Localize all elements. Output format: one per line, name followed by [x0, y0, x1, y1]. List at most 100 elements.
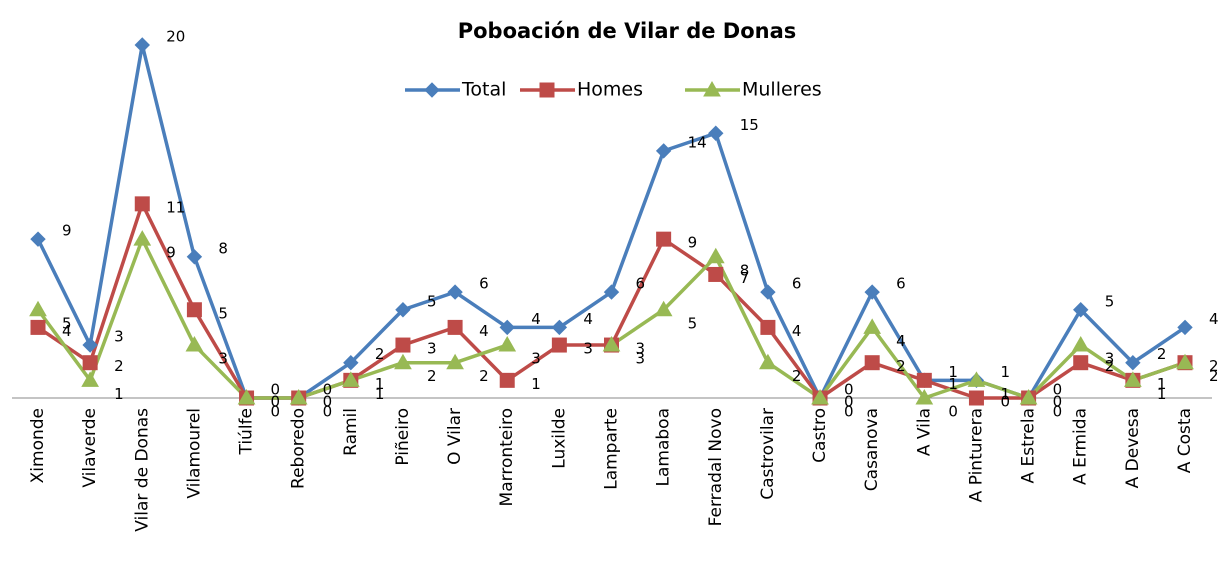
data-label: 4 — [531, 310, 541, 328]
data-label: 3 — [636, 340, 646, 358]
data-point — [289, 388, 308, 405]
data-label: 0 — [271, 381, 281, 399]
data-label: 2 — [479, 367, 489, 385]
data-point — [602, 336, 621, 352]
data-label: 9 — [166, 244, 176, 262]
data-point — [186, 249, 203, 265]
data-label: 1 — [1157, 375, 1167, 393]
x-tick-label: Luxilde — [549, 408, 569, 469]
data-point — [1073, 355, 1089, 371]
data-label: 3 — [531, 350, 541, 368]
data-point — [759, 353, 777, 370]
data-label: 1 — [375, 375, 385, 393]
data-point — [1019, 388, 1038, 405]
legend-label: Mulleres — [742, 79, 822, 101]
x-tick-label: Vilaverde — [80, 408, 100, 488]
data-label: 15 — [740, 116, 759, 134]
data-point — [760, 319, 776, 335]
x-tick-label: Casanova — [862, 408, 882, 491]
data-point — [30, 231, 46, 247]
legend-marker — [424, 82, 440, 98]
x-tick-label: Lamparte — [602, 408, 622, 490]
x-tick-label: Marronteiro — [497, 408, 517, 506]
x-tick-label: A Costa — [1175, 408, 1195, 473]
data-label: 2 — [1209, 357, 1219, 375]
data-label: 6 — [896, 275, 906, 293]
data-point — [967, 371, 986, 387]
data-point — [760, 284, 776, 300]
data-label: 2 — [792, 367, 802, 385]
data-point — [395, 302, 411, 318]
data-point — [29, 300, 47, 317]
x-tick-label: Ximonde — [28, 408, 48, 483]
data-label: 5 — [688, 314, 698, 332]
data-label: 0 — [1053, 381, 1063, 399]
data-point — [186, 302, 202, 318]
data-label: 6 — [636, 275, 646, 293]
data-point — [968, 390, 984, 406]
data-label: 4 — [62, 322, 72, 340]
data-label: 3 — [1105, 350, 1115, 368]
data-point — [1176, 353, 1194, 370]
data-label: 5 — [1105, 292, 1115, 310]
data-label: 1 — [1157, 385, 1167, 403]
x-tick-label: O Vilar — [445, 408, 465, 465]
data-point — [656, 231, 672, 247]
data-label: 0 — [323, 403, 333, 421]
data-point — [446, 353, 464, 370]
data-point — [708, 266, 724, 282]
x-tick-label: Piñeiro — [393, 408, 413, 466]
data-point — [551, 337, 567, 353]
x-tick-label: Ferradal Novo — [706, 408, 726, 526]
data-label: 7 — [740, 269, 750, 287]
data-label: 2 — [114, 357, 124, 375]
data-label: 2 — [427, 367, 437, 385]
data-point — [343, 354, 359, 371]
x-tick-label: Vilar de Donas — [132, 408, 152, 532]
data-label: 1 — [114, 385, 124, 403]
data-label: 6 — [792, 275, 802, 293]
x-tick-label: Castrovilar — [758, 408, 778, 500]
data-point — [134, 37, 150, 53]
data-label: 0 — [948, 403, 958, 421]
data-point — [82, 337, 98, 353]
data-label: 3 — [636, 350, 646, 368]
x-tick-label: A Vila — [914, 408, 934, 456]
legend-label: Homes — [577, 79, 643, 101]
data-label: 0 — [844, 381, 854, 399]
data-point — [1071, 336, 1090, 352]
data-point — [863, 318, 882, 334]
data-label: 2 — [896, 357, 906, 375]
legend-marker — [703, 80, 721, 97]
data-point — [395, 337, 411, 353]
data-label: 3 — [114, 328, 124, 346]
legend-label: Total — [461, 79, 506, 101]
data-point — [133, 230, 152, 246]
data-label: 0 — [1053, 403, 1063, 421]
legend-marker — [539, 82, 555, 98]
data-point — [341, 371, 360, 387]
data-point — [394, 353, 412, 370]
x-tick-label: A Estrela — [1019, 408, 1039, 484]
data-point — [1124, 371, 1142, 387]
data-label: 3 — [583, 340, 593, 358]
data-point — [447, 284, 463, 300]
x-tick-label: Castro — [810, 408, 830, 463]
data-label: 2 — [375, 345, 385, 363]
data-label: 3 — [427, 340, 437, 358]
x-tick-label: A Ermida — [1071, 408, 1091, 485]
data-point — [603, 284, 620, 300]
data-label: 14 — [688, 133, 707, 151]
data-label: 2 — [1157, 345, 1167, 363]
data-label: 0 — [271, 403, 281, 421]
data-label: 0 — [271, 393, 281, 411]
data-point — [499, 372, 515, 388]
data-point — [915, 388, 934, 405]
data-label: 8 — [740, 261, 750, 279]
data-label: 1 — [375, 385, 385, 403]
data-label: 1 — [948, 363, 958, 381]
data-point — [1125, 354, 1141, 371]
data-point — [1177, 319, 1193, 336]
x-tick-label: Tiúlfe — [237, 408, 257, 456]
chart-title: Poboación de Vilar de Donas — [458, 19, 797, 43]
